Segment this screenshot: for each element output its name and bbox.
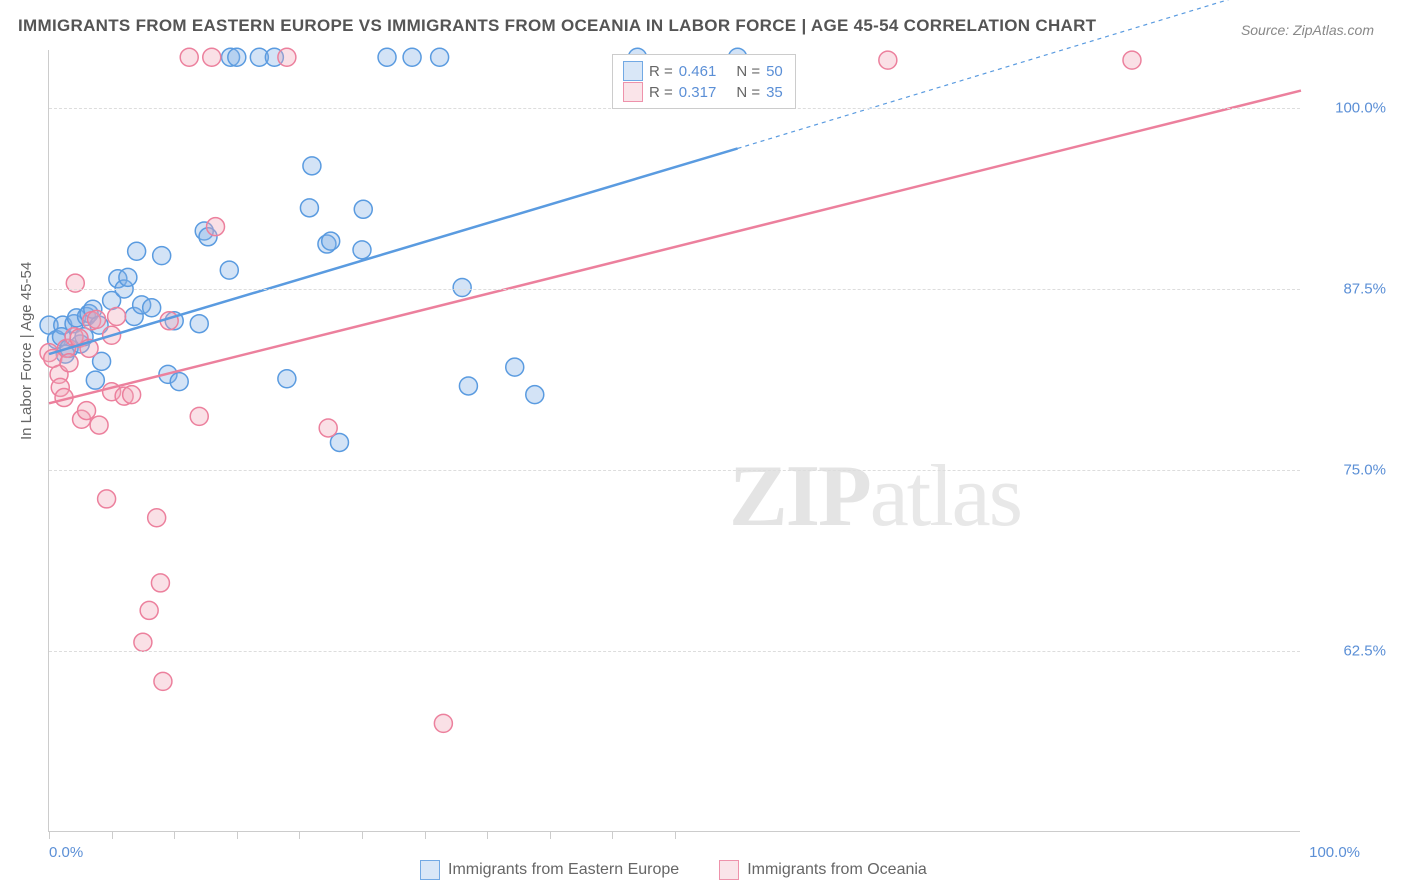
plot-area: ZIPatlas 0.0% 100.0% 62.5%75.0%87.5%100.… <box>48 50 1300 832</box>
x-tick <box>425 831 426 839</box>
grid-line <box>49 470 1300 471</box>
legend-swatch <box>420 860 440 880</box>
x-label-min: 0.0% <box>49 844 83 861</box>
series-legend-label: Immigrants from Oceania <box>747 861 927 879</box>
legend-n-value: 50 <box>766 63 783 80</box>
scatter-point <box>300 199 318 217</box>
series-legend-item: Immigrants from Eastern Europe <box>420 860 679 880</box>
scatter-point <box>506 358 524 376</box>
scatter-point <box>86 371 104 389</box>
scatter-point <box>151 574 169 592</box>
scatter-point <box>278 370 296 388</box>
scatter-point <box>353 241 371 259</box>
scatter-point <box>228 48 246 66</box>
legend-r-label: R = <box>649 84 673 101</box>
x-tick <box>612 831 613 839</box>
x-tick <box>112 831 113 839</box>
series-legend-item: Immigrants from Oceania <box>719 860 927 880</box>
x-tick <box>49 831 50 839</box>
trend-line <box>49 91 1301 404</box>
chart-title: IMMIGRANTS FROM EASTERN EUROPE VS IMMIGR… <box>18 16 1096 36</box>
x-label-max: 100.0% <box>1309 844 1360 861</box>
scatter-point <box>278 48 296 66</box>
scatter-point <box>128 242 146 260</box>
scatter-point <box>453 278 471 296</box>
trend-line <box>49 148 738 354</box>
scatter-point <box>60 354 78 372</box>
legend-swatch <box>623 61 643 81</box>
scatter-point <box>203 48 221 66</box>
x-tick <box>174 831 175 839</box>
scatter-point <box>88 310 106 328</box>
series-legend: Immigrants from Eastern Europe Immigrants… <box>420 860 927 880</box>
legend-n-label: N = <box>736 84 760 101</box>
y-tick-label: 62.5% <box>1343 642 1386 659</box>
grid-line <box>49 651 1300 652</box>
chart-svg <box>49 50 1300 831</box>
x-tick <box>487 831 488 839</box>
scatter-point <box>459 377 477 395</box>
scatter-point <box>143 299 161 317</box>
legend-r-label: R = <box>649 63 673 80</box>
scatter-point <box>1123 51 1141 69</box>
scatter-point <box>108 307 126 325</box>
scatter-point <box>190 407 208 425</box>
scatter-point <box>134 633 152 651</box>
x-tick <box>550 831 551 839</box>
scatter-point <box>78 402 96 420</box>
scatter-point <box>154 672 172 690</box>
scatter-point <box>431 48 449 66</box>
scatter-point <box>220 261 238 279</box>
scatter-point <box>180 48 198 66</box>
legend-n-label: N = <box>736 63 760 80</box>
grid-line <box>49 289 1300 290</box>
y-tick-label: 75.0% <box>1343 461 1386 478</box>
y-tick-label: 100.0% <box>1335 99 1386 116</box>
scatter-point <box>526 386 544 404</box>
y-axis-title: In Labor Force | Age 45-54 <box>18 262 35 440</box>
legend-r-value: 0.461 <box>679 63 717 80</box>
scatter-point <box>378 48 396 66</box>
scatter-point <box>322 232 340 250</box>
scatter-point <box>90 416 108 434</box>
legend-r-value: 0.317 <box>679 84 717 101</box>
legend-n-value: 35 <box>766 84 783 101</box>
scatter-point <box>207 218 225 236</box>
x-tick <box>362 831 363 839</box>
legend-row: R = 0.317 N = 35 <box>623 82 783 102</box>
scatter-point <box>123 386 141 404</box>
stats-legend: R = 0.461 N = 50 R = 0.317 N = 35 <box>612 54 796 109</box>
series-legend-label: Immigrants from Eastern Europe <box>448 861 679 879</box>
scatter-point <box>190 315 208 333</box>
scatter-point <box>140 601 158 619</box>
scatter-point <box>153 247 171 265</box>
scatter-point <box>170 373 188 391</box>
scatter-point <box>303 157 321 175</box>
legend-row: R = 0.461 N = 50 <box>623 61 783 81</box>
legend-swatch <box>623 82 643 102</box>
scatter-point <box>119 268 137 286</box>
source-attribution: Source: ZipAtlas.com <box>1241 22 1374 38</box>
x-tick <box>237 831 238 839</box>
x-tick <box>675 831 676 839</box>
legend-swatch <box>719 860 739 880</box>
scatter-point <box>434 714 452 732</box>
scatter-point <box>319 419 337 437</box>
scatter-point <box>98 490 116 508</box>
scatter-point <box>403 48 421 66</box>
scatter-point <box>354 200 372 218</box>
scatter-point <box>879 51 897 69</box>
y-tick-label: 87.5% <box>1343 280 1386 297</box>
scatter-point <box>148 509 166 527</box>
x-tick <box>299 831 300 839</box>
